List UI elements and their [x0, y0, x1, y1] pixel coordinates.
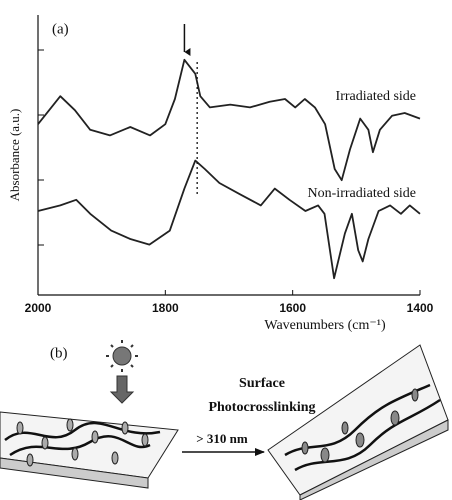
x-tick-label: 1800: [152, 301, 179, 315]
film-right-edge: [299, 419, 449, 500]
diagram: (b) Surface Photocrosslinking > 310 nm: [0, 340, 449, 500]
spectrum-line: [37, 58, 421, 182]
light-arrow: [109, 375, 135, 404]
film-left-edge: [0, 457, 149, 489]
process-title: Photocrosslinking: [208, 400, 315, 415]
series-label: Irradiated side: [336, 89, 416, 104]
sun-icon: [112, 346, 132, 366]
crosslinks: [301, 388, 419, 463]
x-tick-label: 1600: [279, 301, 306, 315]
x-tick-label: 2000: [25, 301, 52, 315]
y-axis-label: Absorbance (a.u.): [7, 109, 22, 202]
spectra-chart: (a) Absorbance (a.u.) Wavenumbers (cm⁻¹)…: [7, 15, 434, 333]
side-groups: [16, 418, 149, 467]
wavelength-label: > 310 nm: [196, 431, 248, 446]
x-axis-label: Wavenumbers (cm⁻¹): [264, 318, 386, 333]
panel-label: (b): [50, 345, 68, 361]
panel-label: (a): [52, 21, 69, 37]
sun-rays: [106, 340, 138, 372]
series-label: Non-irradiated side: [308, 186, 416, 201]
x-tick-label: 1400: [407, 301, 434, 315]
spectrum-line: [37, 159, 421, 280]
process-title: Surface: [239, 376, 285, 391]
polymer-chains: [4, 421, 161, 457]
